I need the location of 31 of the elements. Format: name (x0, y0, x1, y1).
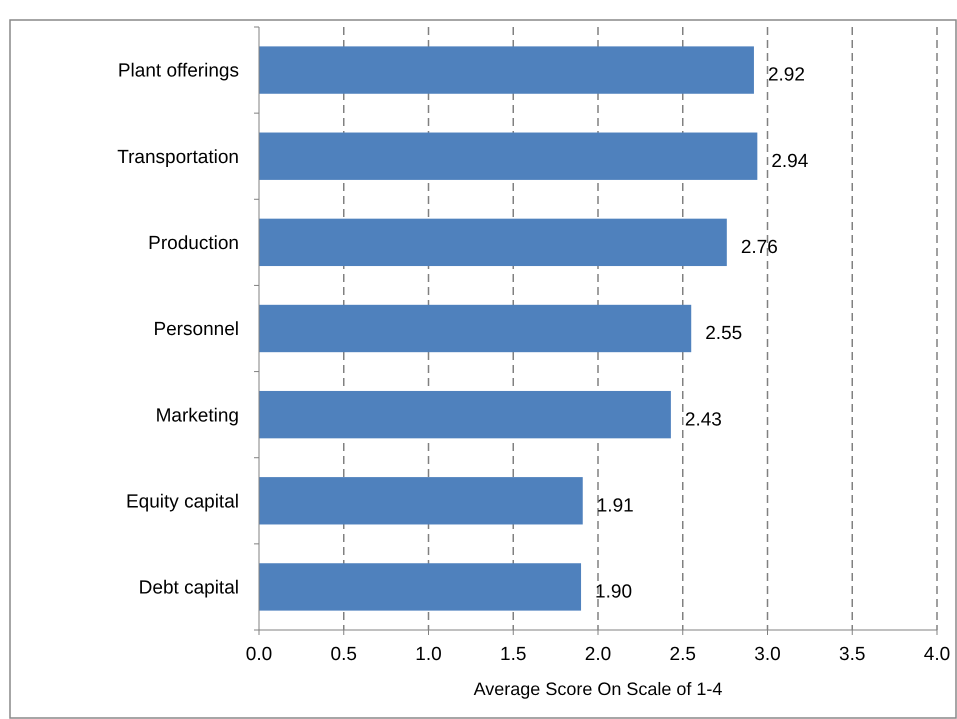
x-tick-label: 4.0 (924, 644, 950, 665)
y-tick-label: Equity capital (126, 491, 239, 512)
data-label: 2.94 (771, 150, 809, 172)
x-tick-label: 0.5 (330, 644, 357, 665)
x-tick-label: 1.0 (415, 644, 442, 665)
bar (259, 132, 758, 180)
data-label: 2.55 (705, 323, 742, 344)
y-tick-label: Production (148, 233, 239, 254)
data-label: 2.43 (684, 409, 722, 430)
bar (259, 563, 582, 611)
x-tick-label: 2.0 (584, 644, 612, 665)
x-tick-label: 3.0 (754, 644, 781, 665)
y-tick-label: Plant offerings (118, 60, 239, 82)
y-tick-label: Transportation (117, 146, 239, 168)
data-label: 2.92 (768, 64, 805, 86)
x-tick-label: 1.5 (500, 644, 526, 665)
bar (259, 477, 583, 524)
y-tick-label: Marketing (156, 405, 239, 426)
data-label: 1.90 (595, 582, 632, 603)
bar (259, 304, 692, 352)
x-tick-label: 2.5 (670, 644, 696, 665)
data-label: 2.76 (740, 237, 778, 258)
y-tick-label: Personnel (153, 319, 239, 340)
bar (259, 390, 671, 438)
bar (259, 218, 727, 266)
x-tick-label: 0.0 (246, 644, 272, 665)
bar (259, 46, 754, 94)
x-axis-title: Average Score On Scale of 1-4 (474, 679, 722, 699)
data-label: 1.91 (596, 495, 634, 516)
x-tick-label: 3.5 (839, 644, 866, 665)
y-tick-label: Debt capital (138, 578, 239, 599)
